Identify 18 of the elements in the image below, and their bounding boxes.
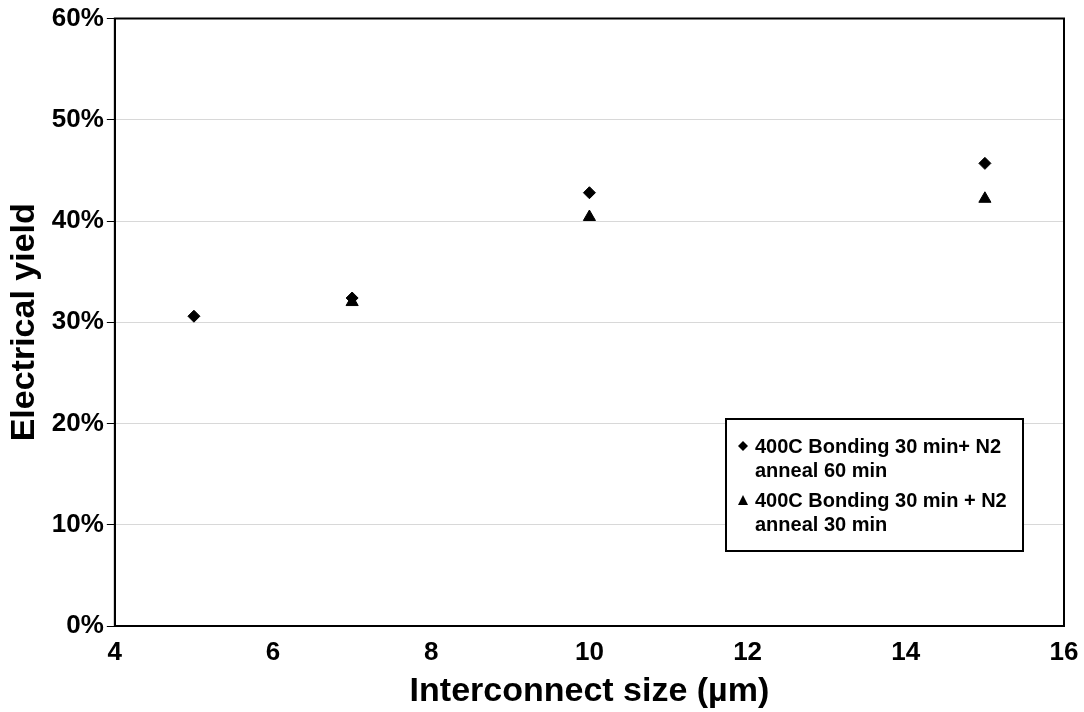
- legend-label: 400C Bonding 30 min+ N2 anneal 60 min: [755, 434, 1003, 482]
- x-tick-label: 16: [1049, 635, 1079, 666]
- y-tick-label: 60%: [51, 1, 104, 32]
- x-tick-label: 8: [423, 635, 439, 666]
- x-tick-label: 12: [733, 635, 763, 666]
- x-tick-label: 14: [891, 635, 921, 666]
- y-tick-label: 40%: [51, 204, 104, 235]
- x-tick-label: 6: [265, 635, 281, 666]
- y-tick-label: 30%: [51, 305, 104, 336]
- y-tick-label: 10%: [51, 507, 104, 538]
- y-tick-label: 0%: [66, 609, 104, 640]
- y-tick-label: 50%: [51, 103, 104, 134]
- legend-label: 400C Bonding 30 min + N2 anneal 30 min: [755, 488, 1008, 536]
- x-axis-title: Interconnect size (µm): [409, 669, 770, 708]
- x-tick-label: 10: [574, 635, 604, 666]
- y-tick-label: 20%: [51, 406, 104, 437]
- x-tick-label: 4: [107, 635, 123, 666]
- y-axis-title: Electrical yield: [2, 203, 41, 442]
